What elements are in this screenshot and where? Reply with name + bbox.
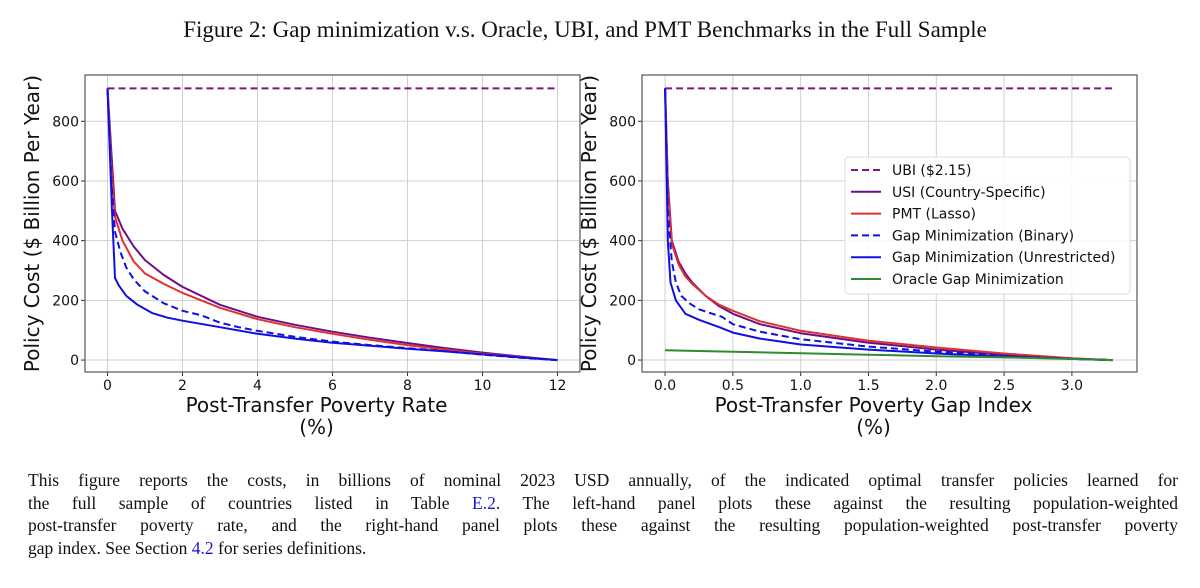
chart-panel-left: 0 2 4 6 8 10 12 0 200 400 600 800 Post-Transfer Pove… bbox=[20, 74, 581, 439]
figure-charts: 0 2 4 6 8 10 12 0 200 400 600 800 Post-Transfer Pove… bbox=[20, 74, 1138, 439]
figure-caption: This figure reports the costs, in billio… bbox=[28, 469, 1178, 559]
x-tick-label: 4 bbox=[253, 378, 262, 394]
caption-line: This figure reports the costs, in billio… bbox=[28, 469, 1178, 492]
x-axis-label: Post-Transfer Poverty Gap Index bbox=[715, 393, 1033, 417]
series-line-gap-unrestricted bbox=[106, 88, 558, 362]
legend-label: PMT (Lasso) bbox=[892, 207, 976, 223]
legend-label: UBI ($2.15) bbox=[892, 163, 971, 179]
x-tick-label: 1.5 bbox=[857, 378, 879, 394]
legend-label: USI (Country-Specific) bbox=[892, 185, 1046, 201]
legend-box bbox=[844, 156, 1131, 295]
x-tick-label: 2.0 bbox=[925, 378, 947, 394]
axes-frame bbox=[641, 74, 1138, 373]
figure-title: Figure 2: Gap minimization v.s. Oracle, … bbox=[183, 17, 987, 42]
legend: UBI ($2.15) USI (Country-Specific) PMT (La… bbox=[844, 156, 1131, 295]
x-tick-label: 3.0 bbox=[1061, 378, 1083, 394]
series-line-gap-binary bbox=[664, 88, 1113, 362]
caption-line: post-transfer poverty rate, and the righ… bbox=[28, 514, 1178, 537]
y-tick-label: 600 bbox=[52, 174, 79, 190]
y-tick-label: 400 bbox=[609, 234, 636, 250]
series-line-gap-unrestricted bbox=[664, 88, 1113, 362]
x-tick-label: 0.0 bbox=[654, 378, 676, 394]
series-line-usi bbox=[106, 88, 558, 362]
x-axis-label: Post-Transfer Poverty Rate bbox=[186, 393, 448, 417]
y-tick-label: 0 bbox=[627, 353, 636, 369]
caption-text: post-transfer poverty rate, and the righ… bbox=[28, 515, 1178, 535]
y-tick-label: 0 bbox=[70, 353, 79, 369]
x-tick-label: 2.5 bbox=[993, 378, 1015, 394]
legend-label: Oracle Gap Minimization bbox=[892, 272, 1064, 288]
x-axis-label: (%) bbox=[299, 415, 334, 439]
series-line-pmt bbox=[664, 88, 1113, 362]
x-axis-label: (%) bbox=[856, 415, 891, 439]
series-line-oracle bbox=[665, 349, 1113, 362]
caption-text: for series definitions. bbox=[213, 537, 367, 558]
caption-line: the full sample of countries listed in T… bbox=[28, 492, 1178, 515]
y-tick-label: 400 bbox=[52, 234, 79, 250]
x-tick-label: 1.0 bbox=[790, 378, 812, 394]
y-axis-label: Policy Cost ($ Billion Per Year) bbox=[577, 75, 601, 372]
y-tick-label: 200 bbox=[609, 293, 636, 309]
caption-text: This figure reports the costs, in billio… bbox=[28, 470, 1178, 490]
x-tick-label: 0 bbox=[103, 378, 112, 394]
x-tick-label: 8 bbox=[403, 378, 412, 394]
y-tick-label: 200 bbox=[52, 293, 79, 309]
x-tick-label: 6 bbox=[328, 378, 337, 394]
legend-label: Gap Minimization (Unrestricted) bbox=[892, 250, 1115, 266]
caption-reference-link[interactable]: 4.2 bbox=[191, 537, 214, 558]
axes-frame bbox=[84, 74, 581, 373]
series-line-pmt bbox=[106, 88, 558, 362]
legend-label: Gap Minimization (Binary) bbox=[892, 228, 1074, 244]
caption-text: the full sample of countries listed in T… bbox=[28, 492, 473, 513]
y-axis-label: Policy Cost ($ Billion Per Year) bbox=[20, 75, 44, 372]
x-tick-label: 12 bbox=[549, 378, 567, 394]
y-tick-label: 800 bbox=[52, 114, 79, 130]
y-tick-label: 600 bbox=[609, 174, 636, 190]
caption-reference-link[interactable]: E.2 bbox=[472, 492, 496, 513]
x-tick-label: 0.5 bbox=[722, 378, 744, 394]
caption-text: gap index. See Section bbox=[28, 537, 192, 558]
chart-panel-right: 0.0 0.5 1.0 1.5 2.0 2.5 3.0 0 200 400 600 800 Post-T… bbox=[577, 74, 1138, 439]
y-tick-label: 800 bbox=[609, 114, 636, 130]
x-tick-label: 2 bbox=[178, 378, 187, 394]
x-tick-label: 10 bbox=[474, 378, 492, 394]
caption-text: . The left-hand panel plots these agains… bbox=[495, 492, 1178, 513]
caption-line: gap index. See Section 4.2 for series de… bbox=[28, 537, 1178, 560]
